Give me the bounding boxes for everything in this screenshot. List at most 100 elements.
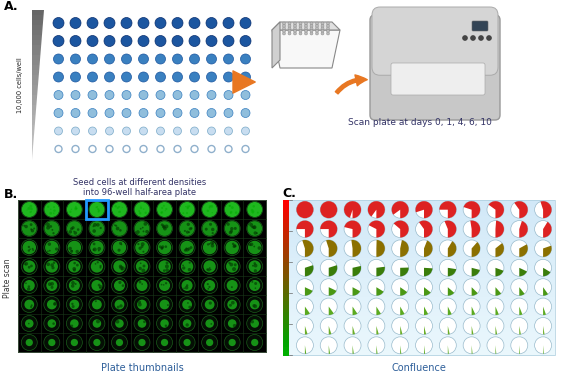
Wedge shape [424,287,431,296]
Circle shape [122,284,124,287]
Circle shape [186,231,189,234]
Circle shape [87,35,98,47]
Circle shape [320,318,337,335]
Bar [283,332,555,336]
Circle shape [230,230,233,233]
Circle shape [188,231,190,233]
Text: B.: B. [4,188,18,201]
Circle shape [50,209,51,210]
Circle shape [246,258,263,275]
Polygon shape [32,85,38,90]
Wedge shape [376,306,381,315]
Bar [18,200,266,352]
Circle shape [315,25,319,27]
Circle shape [156,127,165,135]
Circle shape [30,264,33,267]
Circle shape [463,221,480,238]
Circle shape [327,32,329,35]
Circle shape [205,300,214,310]
Circle shape [212,242,214,244]
Circle shape [439,298,456,315]
Circle shape [68,241,81,254]
Circle shape [209,243,210,245]
Circle shape [241,127,249,135]
Circle shape [143,208,144,210]
Bar [283,262,289,266]
Polygon shape [272,22,340,30]
Circle shape [391,318,409,335]
Bar [283,200,555,355]
Circle shape [206,35,217,47]
Wedge shape [448,306,452,315]
Circle shape [344,298,361,315]
Circle shape [253,205,255,208]
Circle shape [53,209,56,212]
Circle shape [89,146,96,152]
Circle shape [114,224,116,226]
Circle shape [288,25,291,27]
Wedge shape [448,345,449,354]
Circle shape [327,27,329,30]
Circle shape [104,35,115,47]
Circle shape [67,221,82,236]
Circle shape [138,339,146,346]
Wedge shape [305,306,310,315]
Circle shape [49,212,52,215]
Circle shape [224,278,240,293]
Circle shape [138,17,149,28]
Circle shape [174,127,182,135]
Circle shape [179,335,195,350]
Circle shape [224,202,240,217]
Circle shape [439,318,456,335]
Circle shape [140,263,142,264]
Bar [283,343,555,348]
Wedge shape [376,267,385,276]
Circle shape [144,212,147,214]
Circle shape [135,241,149,254]
Circle shape [247,202,262,217]
Circle shape [161,245,164,248]
Circle shape [416,240,433,257]
Polygon shape [32,35,42,40]
Circle shape [310,30,313,32]
Wedge shape [400,268,409,276]
Circle shape [121,72,131,82]
Circle shape [206,17,217,28]
Circle shape [21,258,37,275]
Circle shape [21,315,37,331]
Circle shape [246,239,263,256]
Circle shape [209,286,210,288]
Circle shape [246,201,263,218]
Circle shape [535,337,552,354]
Circle shape [224,239,240,256]
Circle shape [117,306,120,309]
Polygon shape [32,110,36,115]
Wedge shape [305,345,306,354]
Wedge shape [543,222,552,238]
Circle shape [487,318,504,335]
Wedge shape [495,243,504,257]
Circle shape [73,262,76,264]
Circle shape [188,268,191,271]
Bar [283,227,555,231]
Circle shape [69,280,80,291]
Polygon shape [32,105,37,110]
Wedge shape [448,326,450,335]
Circle shape [54,109,63,117]
Circle shape [30,223,33,226]
Circle shape [254,264,257,268]
Circle shape [186,212,188,214]
Circle shape [99,287,101,289]
Bar [283,293,555,297]
Bar [283,297,555,301]
Circle shape [140,146,147,152]
Circle shape [100,227,102,229]
Circle shape [87,72,98,82]
Circle shape [172,17,183,28]
Wedge shape [329,326,332,335]
Circle shape [253,225,257,229]
Circle shape [167,304,169,306]
Bar [283,281,555,286]
Wedge shape [448,287,454,296]
Circle shape [99,265,102,267]
